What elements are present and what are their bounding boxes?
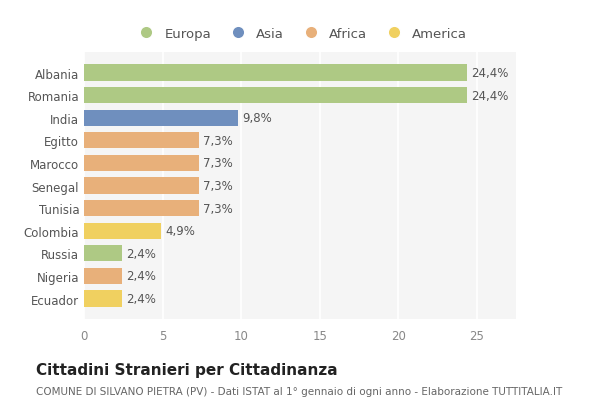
Bar — [84, 155, 199, 172]
Legend: Europa, Asia, Africa, America: Europa, Asia, Africa, America — [133, 28, 467, 41]
Text: 24,4%: 24,4% — [471, 67, 509, 80]
Text: 2,4%: 2,4% — [125, 270, 155, 283]
Text: 4,9%: 4,9% — [165, 225, 195, 238]
Text: 2,4%: 2,4% — [125, 292, 155, 305]
Bar — [84, 200, 199, 217]
Text: 24,4%: 24,4% — [471, 90, 509, 102]
Bar — [84, 223, 161, 239]
Text: 7,3%: 7,3% — [203, 157, 232, 170]
Text: 7,3%: 7,3% — [203, 202, 232, 215]
Text: Cittadini Stranieri per Cittadinanza: Cittadini Stranieri per Cittadinanza — [36, 362, 338, 377]
Text: COMUNE DI SILVANO PIETRA (PV) - Dati ISTAT al 1° gennaio di ogni anno - Elaboraz: COMUNE DI SILVANO PIETRA (PV) - Dati IST… — [36, 387, 562, 396]
Bar — [84, 65, 467, 81]
Text: 9,8%: 9,8% — [242, 112, 272, 125]
Bar — [84, 110, 238, 126]
Bar — [84, 246, 122, 262]
Text: 2,4%: 2,4% — [125, 247, 155, 260]
Bar — [84, 178, 199, 194]
Bar — [84, 88, 467, 104]
Bar — [84, 291, 122, 307]
Bar — [84, 268, 122, 284]
Bar — [84, 133, 199, 149]
Text: 7,3%: 7,3% — [203, 180, 232, 193]
Text: 7,3%: 7,3% — [203, 135, 232, 148]
